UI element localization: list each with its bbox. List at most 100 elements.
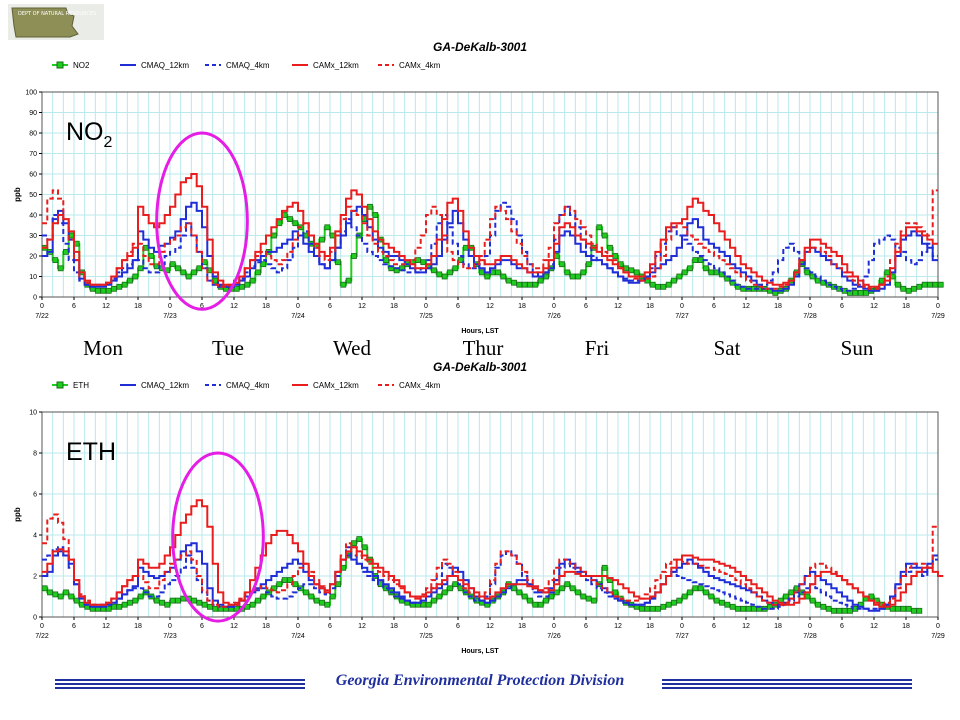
- no2-observation-point: [665, 281, 672, 288]
- no2-observation-point: [569, 273, 576, 280]
- eth-observation-point: [825, 605, 832, 612]
- no2-x-tick-label: 12: [742, 303, 750, 310]
- eth-observation-point: [820, 603, 827, 610]
- eth-y-tick-label: 2: [33, 574, 37, 581]
- eth-x-tick-label: 12: [486, 623, 494, 630]
- eth-observation-point: [52, 591, 59, 598]
- no2-observation-point: [457, 257, 464, 264]
- no2-series-line-cmaq-12km: [42, 201, 938, 292]
- no2-observation-point: [916, 283, 923, 290]
- no2-observation-point: [351, 253, 357, 259]
- no2-chart-title: GA-DeKalb-3001: [433, 40, 527, 54]
- weekday-label-tue: Tue: [212, 336, 244, 360]
- eth-observation-point: [580, 593, 587, 600]
- eth-highlight-ellipse: [171, 451, 265, 623]
- footer-title-text: Georgia Environmental Protection Divisio…: [329, 672, 631, 689]
- eth-observation-point: [201, 601, 208, 608]
- no2-legend-item-camx-4km: CAMx_4km: [378, 61, 441, 70]
- eth-observation-point: [153, 597, 160, 604]
- no2-observation-point: [852, 289, 859, 296]
- no2-observation-point: [324, 224, 331, 231]
- no2-highlight-ellipse: [155, 131, 249, 311]
- eth-observation-point: [73, 597, 80, 604]
- eth-observation-point: [543, 597, 549, 604]
- no2-legend-item-cmaq-12km: CMAQ_12km: [120, 61, 189, 70]
- no2-observation-point: [932, 281, 939, 288]
- no2-observation-point: [372, 212, 379, 218]
- weekday-label-sun: Sun: [840, 336, 874, 360]
- no2-x-tick-label: 0: [296, 303, 300, 310]
- eth-observation-point: [671, 599, 677, 606]
- no2-legend-label-cmaq-4km: CMAQ_4km: [226, 61, 270, 70]
- agency-logo: DEPT OF NATURAL RESOURCES: [8, 4, 104, 40]
- eth-x-tick-label: 6: [72, 623, 76, 630]
- eth-observation-point: [516, 589, 523, 596]
- no2-date-label: 7/29: [931, 313, 945, 320]
- no2-observation-point: [191, 269, 197, 276]
- no2-observation-point: [441, 273, 448, 280]
- no2-observation-point: [649, 281, 656, 288]
- eth-observation-point: [708, 593, 715, 600]
- eth-x-tick-label: 18: [902, 623, 910, 630]
- no2-observation-point: [511, 279, 517, 286]
- eth-x-tick-label: 0: [40, 623, 44, 630]
- eth-observation-point: [719, 599, 725, 606]
- no2-x-tick-label: 0: [936, 303, 940, 310]
- no2-observation-point: [527, 281, 533, 288]
- eth-date-label: 7/22: [35, 633, 49, 640]
- no2-y-tick-label: 50: [29, 192, 37, 199]
- eth-legend-item-cmaq-12km: CMAQ_12km: [120, 381, 189, 390]
- no2-observation-point: [905, 287, 912, 294]
- no2-x-tick-label: 12: [102, 303, 110, 310]
- eth-x-tick-label: 18: [134, 623, 142, 630]
- eth-observation-point: [527, 597, 533, 604]
- no2-date-label: 7/22: [35, 313, 49, 320]
- no2-observation-point: [169, 261, 176, 268]
- eth-observation-point: [191, 597, 197, 604]
- eth-observation-point: [319, 599, 325, 606]
- no2-observation-point: [495, 269, 501, 276]
- eth-x-tick-label: 6: [584, 623, 588, 630]
- no2-observation-point: [57, 265, 64, 272]
- eth-observation-point: [809, 597, 816, 604]
- no2-series-line-camx-4km: [42, 189, 938, 290]
- no2-observation-point: [105, 287, 112, 294]
- eth-x-tick-label: 18: [646, 623, 654, 630]
- eth-x-tick-label: 18: [390, 623, 398, 630]
- weekday-label-mon: Mon: [83, 336, 123, 360]
- no2-y-tick-label: 70: [29, 151, 37, 158]
- no2-observation-point: [687, 265, 693, 272]
- eth-observation-point: [47, 589, 53, 596]
- no2-legend-item-no2: NO2: [52, 61, 90, 70]
- no2-observation-point: [532, 281, 539, 288]
- eth-observation-point: [559, 585, 565, 592]
- no2-x-tick-label: 0: [168, 303, 172, 310]
- eth-x-axis-label: Hours, LST: [461, 648, 499, 655]
- no2-y-tick-label: 20: [29, 254, 37, 261]
- eth-observation-point: [575, 589, 581, 596]
- eth-chart-title: GA-DeKalb-3001: [433, 360, 527, 374]
- eth-observation-point: [420, 601, 427, 608]
- no2-observation-point: [175, 265, 181, 272]
- no2-x-tick-label: 0: [424, 303, 428, 310]
- no2-x-tick-label: 0: [552, 303, 556, 310]
- eth-x-tick-label: 0: [552, 623, 556, 630]
- no2-observation-point: [585, 261, 592, 268]
- eth-observation-point: [649, 605, 656, 612]
- no2-observation-point: [708, 269, 715, 276]
- weekday-label-fri: Fri: [584, 336, 610, 360]
- no2-observation-point: [121, 281, 128, 288]
- eth-series-line-camx-12km: [42, 499, 944, 608]
- eth-observation-point: [313, 597, 320, 604]
- eth-legend-item-eth: ETH: [52, 381, 89, 390]
- eth-observation-point: [159, 599, 165, 606]
- no2-observation-point: [340, 281, 347, 288]
- no2-chart: GA-DeKalb-3001 NO2 CMAQ_12km CMAQ_4km CAMx_1…: [13, 40, 945, 335]
- eth-observation-point: [249, 601, 256, 608]
- weekday-label-wed: Wed: [333, 336, 371, 360]
- eth-observation-point: [324, 601, 331, 608]
- eth-x-tick-label: 0: [680, 623, 684, 630]
- eth-x-tick-label: 12: [742, 623, 750, 630]
- eth-date-label: 7/29: [931, 633, 945, 640]
- eth-legend-label-cmaq-4km: CMAQ_4km: [226, 381, 270, 390]
